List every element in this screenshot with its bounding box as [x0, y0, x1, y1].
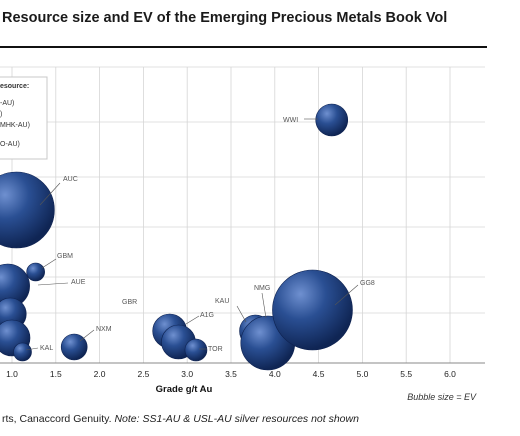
title-rule [0, 46, 487, 48]
x-tick-label: 4.5 [313, 369, 325, 379]
bubble-label: KAU [215, 298, 229, 305]
bubble-label: WWI [283, 117, 298, 124]
bubble-gg8 [272, 269, 353, 351]
leader-line [236, 305, 247, 323]
legend-line: -AU) [0, 100, 14, 107]
bubble-size-note: Bubble size = EV [407, 392, 477, 402]
x-tick-label: 5.5 [400, 369, 412, 379]
bubble-label: KAL [40, 345, 53, 352]
leader-line [25, 347, 39, 351]
x-tick-label: 2.5 [137, 369, 149, 379]
x-tick-label: 1.0 [6, 369, 18, 379]
bubble-label: AUE [71, 279, 86, 286]
bubble-tor [184, 338, 208, 362]
leader-line [261, 292, 267, 319]
bubble-labels: WWI AUC GBM AUE KAL NXM GBR A1G TOR KAU NMG GG8 [25, 117, 375, 353]
x-tick-label: 5.0 [356, 369, 368, 379]
x-axis: 1.0 1.5 2.0 2.5 3.0 3.5 4.0 4.5 5.0 5.5 6.0 [6, 369, 456, 379]
x-tick-label: 4.0 [269, 369, 281, 379]
leader-line [185, 315, 200, 325]
x-tick-label: 3.5 [225, 369, 237, 379]
x-tick-label: 1.5 [50, 369, 62, 379]
bubble-label: GBM [57, 253, 73, 260]
leader-line [37, 282, 69, 286]
legend-line: esource: [0, 83, 29, 90]
x-tick-label: 2.0 [94, 369, 106, 379]
source-prefix: rts, Canaccord Genuity. [2, 413, 115, 425]
legend-box [0, 76, 48, 160]
leader-line [79, 329, 95, 342]
bubble-auc [0, 171, 55, 249]
bubbles [0, 103, 353, 371]
bubble-gbm [26, 262, 45, 282]
x-tick-label: 6.0 [444, 369, 456, 379]
legend: esource: -AU)) MHK-AU) O-AU) [0, 76, 48, 160]
x-axis-label: Grade g/t Au [156, 384, 213, 395]
bubble-wwi [315, 103, 349, 137]
bubble-label: NXM [96, 326, 112, 333]
bubble-label: GBR [122, 299, 137, 306]
bubble-label: TOR [208, 346, 223, 353]
gridlines [0, 66, 485, 364]
bubble-label: NMG [254, 285, 270, 292]
legend-line: O-AU) [0, 141, 20, 148]
footnote: Note: SS1-AU & USL-AU silver resources n… [114, 413, 359, 425]
x-tick-label: 3.0 [181, 369, 193, 379]
legend-line: ) [0, 111, 2, 118]
leader-line [39, 182, 61, 206]
leader-line [334, 284, 359, 306]
bubble-label: A1G [200, 312, 214, 319]
legend-line: MHK-AU) [0, 122, 30, 129]
bubble-kal [13, 342, 32, 362]
bubble-nxm [60, 333, 88, 361]
chart-title: Resource size and EV of the Emerging Pre… [2, 10, 448, 26]
leader-line [41, 258, 57, 269]
source-note: rts, Canaccord Genuity. Note: SS1-AU & U… [2, 413, 359, 425]
bubble-label: GG8 [360, 280, 375, 287]
bubble-label: AUC [63, 176, 78, 183]
